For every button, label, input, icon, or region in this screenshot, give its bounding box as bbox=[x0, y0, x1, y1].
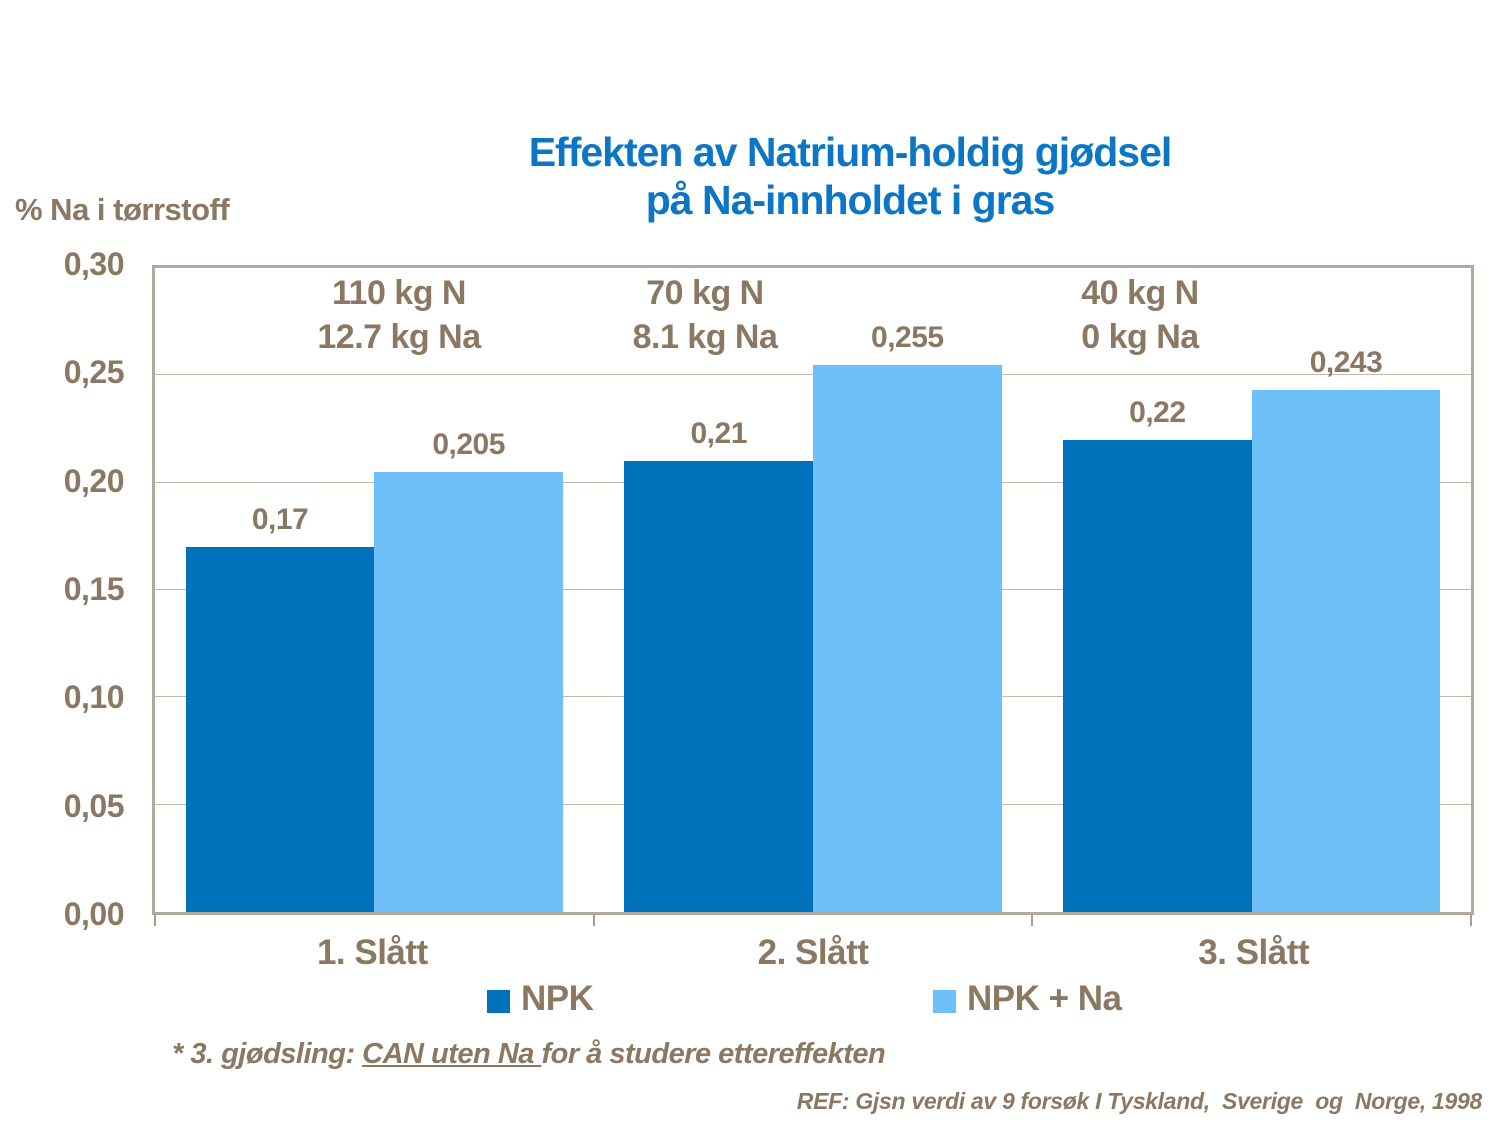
chart-title-line-1: Effekten av Natrium-holdig gjødsel bbox=[528, 129, 1173, 175]
annotation-line-n: 70 kg N bbox=[646, 274, 764, 312]
annotation-group-1: 110 kg N 12.7 kg Na bbox=[317, 272, 481, 359]
annotation-line-na: 8.1 kg Na bbox=[632, 317, 778, 356]
bar-value-label: 0,22 bbox=[1129, 395, 1186, 429]
annotation-group-3: 40 kg N 0 kg Na bbox=[1081, 272, 1199, 359]
footnote-suffix: for å studere ettereffekten bbox=[541, 1038, 886, 1070]
legend-label-npk: NPK bbox=[521, 979, 594, 1018]
plot-area: 0,17 0,205 0,21 0,255 0,22 0,243 bbox=[152, 265, 1474, 926]
y-tick-label: 0,10 bbox=[63, 679, 125, 716]
legend-item-npk: NPK bbox=[487, 979, 594, 1019]
x-axis-label-3: 3. Slått bbox=[1198, 933, 1310, 972]
legend-swatch-npk-na bbox=[933, 989, 956, 1013]
reference-text: REF: Gjsn verdi av 9 forsøk I Tyskland, … bbox=[796, 1088, 1483, 1114]
y-tick-label: 0,20 bbox=[63, 462, 125, 499]
x-tick-mark bbox=[1031, 915, 1034, 926]
annotation-line-n: 110 kg N bbox=[332, 274, 466, 312]
y-axis-title: % Na i tørrstoff bbox=[15, 192, 230, 227]
footnote-underlined: CAN uten Na bbox=[362, 1038, 542, 1070]
y-tick-label: 0,00 bbox=[63, 896, 125, 932]
bar-slot: 0,21 bbox=[624, 268, 813, 912]
annotation-line-na: 12.7 kg Na bbox=[317, 317, 481, 356]
chart-title: Effekten av Natrium-holdig gjødsel på Na… bbox=[200, 128, 1500, 225]
x-tick-mark bbox=[1470, 915, 1472, 926]
bar-npk-na-group-3 bbox=[1251, 390, 1441, 912]
bar-slot: 0,22 bbox=[1063, 268, 1252, 912]
bar-groups: 0,17 0,205 0,21 0,255 0,22 0,243 bbox=[155, 268, 1471, 912]
x-tick-mark bbox=[592, 915, 595, 926]
legend-swatch-npk bbox=[487, 989, 510, 1013]
footnote: * 3. gjødsling: CAN uten Na for å studer… bbox=[172, 1038, 886, 1071]
bar-slot: 0,205 bbox=[374, 268, 563, 912]
bar-npk-na-group-2 bbox=[813, 364, 1002, 912]
y-tick-label: 0,25 bbox=[63, 354, 125, 391]
annotation-line-na: 0 kg Na bbox=[1081, 317, 1199, 356]
annotation-group-2: 70 kg N 8.1 kg Na bbox=[633, 272, 778, 359]
bar-npk-na-group-1 bbox=[374, 471, 563, 912]
legend-label-npk-na: NPK + Na bbox=[967, 979, 1122, 1018]
y-tick-label: 0,30 bbox=[63, 246, 125, 282]
bar-npk-group-2 bbox=[624, 461, 813, 912]
bar-value-label: 0,255 bbox=[871, 320, 944, 354]
bar-group-3: 0,22 0,243 bbox=[1032, 268, 1471, 912]
bar-npk-group-3 bbox=[1063, 439, 1252, 912]
bar-slot: 0,243 bbox=[1251, 268, 1441, 912]
bar-slot: 0,255 bbox=[813, 268, 1002, 912]
y-tick-label: 0,15 bbox=[63, 571, 125, 607]
x-axis-labels: 1. Slått 2. Slått 3. Slått bbox=[152, 933, 1474, 973]
bar-value-label: 0,17 bbox=[251, 503, 309, 537]
x-tick-mark bbox=[154, 915, 156, 926]
bar-value-label: 0,205 bbox=[432, 427, 505, 461]
legend-item-npk-na: NPK + Na bbox=[933, 979, 1122, 1019]
annotation-line-n: 40 kg N bbox=[1081, 274, 1199, 312]
bar-value-label: 0,243 bbox=[1309, 346, 1383, 380]
x-axis-label-2: 2. Slått bbox=[757, 933, 869, 972]
x-axis-label-1: 1. Slått bbox=[316, 933, 428, 972]
y-tick-label: 0,05 bbox=[63, 787, 125, 824]
footnote-prefix: * 3. gjødsling: bbox=[172, 1038, 363, 1070]
bar-group-2: 0,21 0,255 bbox=[594, 268, 1033, 912]
bar-npk-group-1 bbox=[185, 547, 375, 912]
bar-slot: 0,17 bbox=[185, 268, 375, 912]
chart-title-line-2: på Na-innholdet i gras bbox=[645, 177, 1056, 224]
y-axis-tick-labels: 0,30 0,25 0,20 0,15 0,10 0,05 0,00 bbox=[0, 246, 132, 932]
bar-group-1: 0,17 0,205 bbox=[155, 268, 594, 912]
bar-value-label: 0,21 bbox=[690, 417, 747, 451]
